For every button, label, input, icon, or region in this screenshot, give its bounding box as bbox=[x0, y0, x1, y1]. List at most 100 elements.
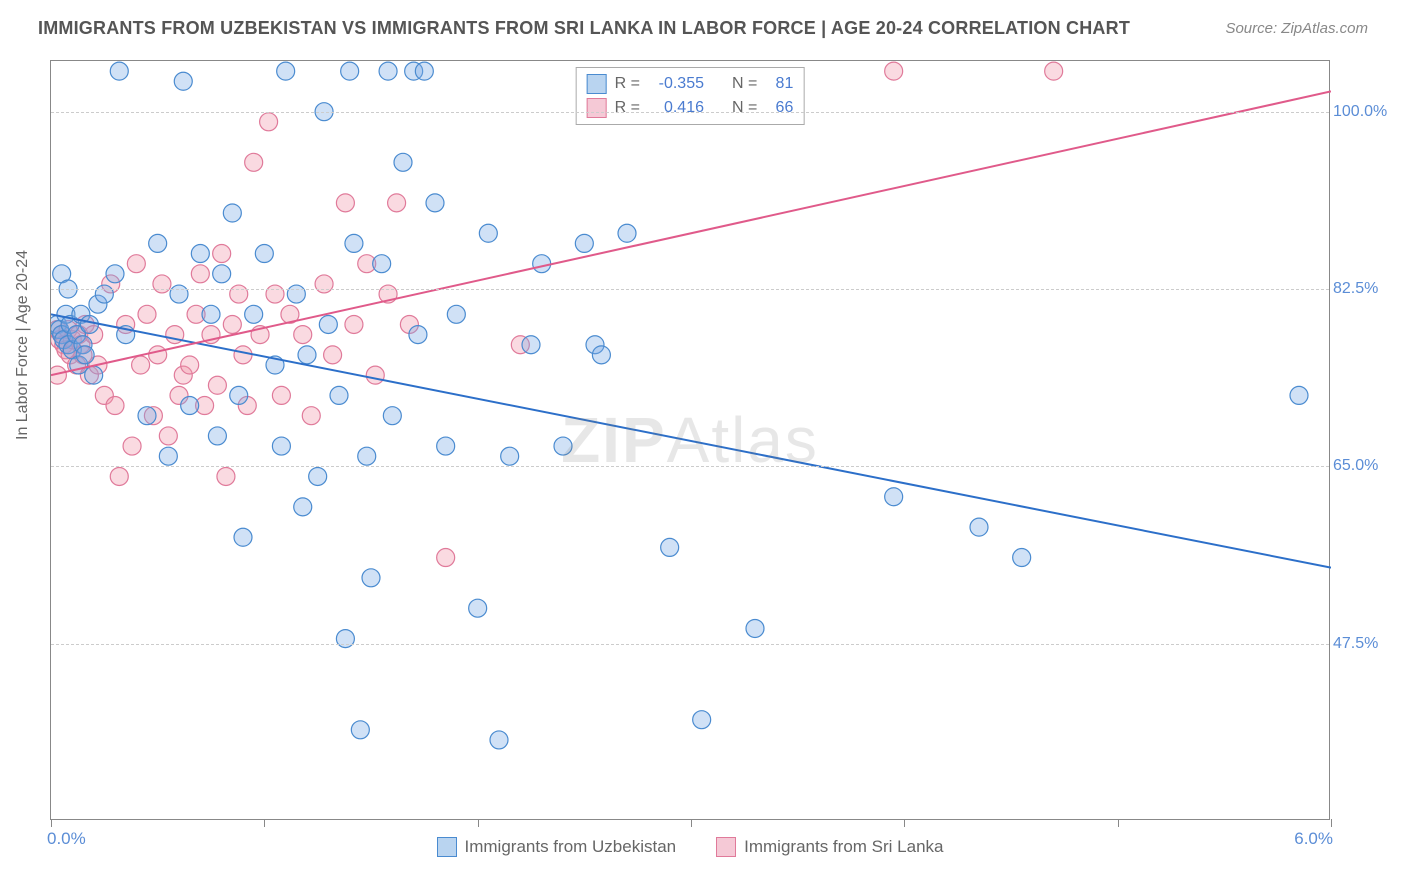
data-point bbox=[330, 386, 348, 404]
data-point bbox=[324, 346, 342, 364]
data-point bbox=[345, 234, 363, 252]
data-point bbox=[533, 255, 551, 273]
data-point bbox=[110, 467, 128, 485]
data-point bbox=[315, 275, 333, 293]
legend-item-swatch-1 bbox=[716, 837, 736, 857]
data-point bbox=[479, 224, 497, 242]
data-point bbox=[358, 447, 376, 465]
data-point bbox=[208, 427, 226, 445]
data-point bbox=[106, 265, 124, 283]
data-point bbox=[153, 275, 171, 293]
data-point bbox=[95, 285, 113, 303]
data-point bbox=[85, 366, 103, 384]
data-point bbox=[336, 194, 354, 212]
gridline-h bbox=[51, 644, 1329, 645]
data-point bbox=[213, 245, 231, 263]
data-point bbox=[693, 711, 711, 729]
data-point bbox=[266, 285, 284, 303]
x-tick bbox=[904, 819, 905, 827]
data-point bbox=[245, 153, 263, 171]
scatter-plot-area: R = -0.355 N = 81 R = 0.416 N = 66 ZIPAt… bbox=[50, 60, 1330, 820]
legend-swatch-1 bbox=[587, 98, 607, 118]
legend-item-0: Immigrants from Uzbekistan bbox=[437, 837, 677, 857]
y-axis-label: In Labor Force | Age 20-24 bbox=[14, 250, 32, 440]
data-point bbox=[202, 305, 220, 323]
legend-item-1: Immigrants from Sri Lanka bbox=[716, 837, 943, 857]
gridline-h bbox=[51, 112, 1329, 113]
r-value-1: 0.416 bbox=[648, 99, 704, 117]
data-point bbox=[260, 113, 278, 131]
y-tick-label: 82.5% bbox=[1333, 280, 1393, 298]
data-point bbox=[255, 245, 273, 263]
data-point bbox=[345, 315, 363, 333]
data-point bbox=[191, 245, 209, 263]
data-point bbox=[76, 346, 94, 364]
data-point bbox=[132, 356, 150, 374]
data-point bbox=[230, 386, 248, 404]
data-point bbox=[208, 376, 226, 394]
data-point bbox=[379, 62, 397, 80]
n-prefix: N = bbox=[732, 99, 757, 117]
data-point bbox=[554, 437, 572, 455]
data-point bbox=[362, 569, 380, 587]
y-tick-label: 47.5% bbox=[1333, 635, 1393, 653]
n-value-1: 66 bbox=[765, 99, 793, 117]
data-point bbox=[234, 528, 252, 546]
data-point bbox=[592, 346, 610, 364]
data-point bbox=[746, 619, 764, 637]
data-point bbox=[149, 346, 167, 364]
x-tick bbox=[264, 819, 265, 827]
n-prefix: N = bbox=[732, 75, 757, 93]
data-point bbox=[294, 498, 312, 516]
data-point bbox=[159, 447, 177, 465]
data-point bbox=[885, 488, 903, 506]
data-point bbox=[373, 255, 391, 273]
y-tick-label: 100.0% bbox=[1333, 103, 1393, 121]
n-value-0: 81 bbox=[765, 75, 793, 93]
data-point bbox=[174, 72, 192, 90]
data-point bbox=[127, 255, 145, 273]
data-point bbox=[294, 326, 312, 344]
data-point bbox=[351, 721, 369, 739]
data-point bbox=[661, 538, 679, 556]
data-point bbox=[170, 285, 188, 303]
data-point bbox=[181, 397, 199, 415]
legend-item-label-1: Immigrants from Sri Lanka bbox=[744, 837, 943, 857]
data-point bbox=[341, 62, 359, 80]
data-point bbox=[1045, 62, 1063, 80]
correlation-legend: R = -0.355 N = 81 R = 0.416 N = 66 bbox=[576, 67, 805, 125]
data-point bbox=[336, 630, 354, 648]
scatter-svg bbox=[51, 61, 1331, 821]
data-point bbox=[426, 194, 444, 212]
y-tick-label: 65.0% bbox=[1333, 457, 1393, 475]
data-point bbox=[149, 234, 167, 252]
data-point bbox=[110, 62, 128, 80]
data-point bbox=[366, 366, 384, 384]
legend-swatch-0 bbox=[587, 74, 607, 94]
data-point bbox=[217, 467, 235, 485]
data-point bbox=[223, 204, 241, 222]
data-point bbox=[1290, 386, 1308, 404]
data-point bbox=[213, 265, 231, 283]
data-point bbox=[447, 305, 465, 323]
data-point bbox=[230, 285, 248, 303]
data-point bbox=[298, 346, 316, 364]
r-value-0: -0.355 bbox=[648, 75, 704, 93]
data-point bbox=[501, 447, 519, 465]
data-point bbox=[522, 336, 540, 354]
data-point bbox=[80, 315, 98, 333]
legend-item-label-0: Immigrants from Uzbekistan bbox=[465, 837, 677, 857]
x-tick bbox=[51, 819, 52, 827]
gridline-h bbox=[51, 466, 1329, 467]
data-point bbox=[159, 427, 177, 445]
data-point bbox=[388, 194, 406, 212]
data-point bbox=[272, 386, 290, 404]
data-point bbox=[575, 234, 593, 252]
r-prefix: R = bbox=[615, 75, 640, 93]
regression-line bbox=[51, 91, 1331, 375]
data-point bbox=[415, 62, 433, 80]
data-point bbox=[1013, 549, 1031, 567]
data-point bbox=[245, 305, 263, 323]
data-point bbox=[490, 731, 508, 749]
data-point bbox=[138, 305, 156, 323]
